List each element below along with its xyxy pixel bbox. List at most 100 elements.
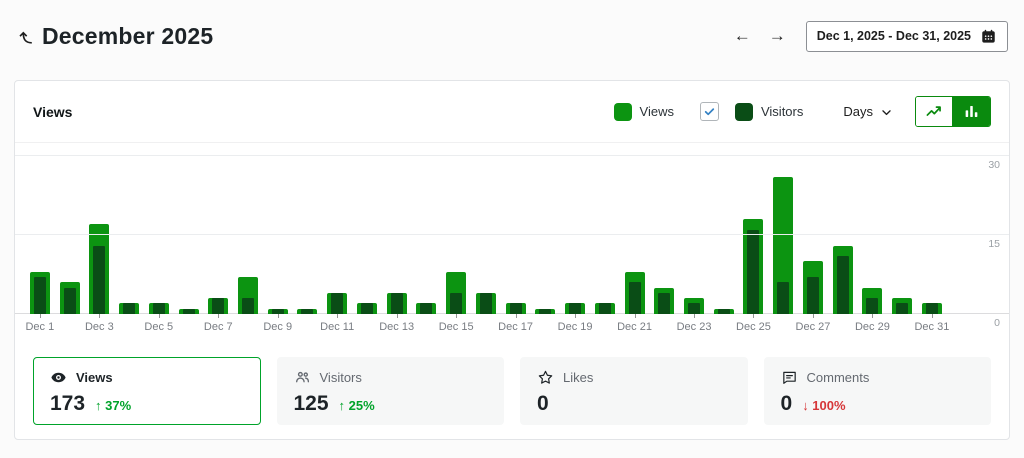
x-axis-slot (828, 314, 858, 340)
x-axis-label: Dec 27 (795, 321, 831, 333)
visitors-bar (569, 303, 582, 314)
x-axis-slot: Dec 27 (795, 314, 831, 340)
bar-group[interactable] (352, 143, 382, 314)
visitors-bar (688, 303, 701, 314)
summary-card-likes[interactable]: Likes 0 (520, 357, 748, 425)
bar-group[interactable] (620, 143, 650, 314)
bar-group[interactable] (144, 143, 174, 314)
bar-group[interactable] (293, 143, 323, 314)
next-period-button[interactable]: → (765, 24, 790, 48)
x-axis-slot (233, 314, 263, 340)
visitors-checkbox[interactable] (699, 102, 719, 121)
x-axis-slot (293, 314, 323, 340)
bar-chart-button[interactable] (953, 97, 990, 126)
summary-card-value: 0 (780, 392, 793, 415)
x-axis-slot: Dec 15 (438, 314, 474, 340)
visitors-bar (450, 292, 463, 314)
bar-group[interactable] (263, 143, 293, 314)
views-bar (773, 177, 794, 314)
bar-group[interactable] (590, 143, 620, 314)
chart-card-header: Views Views Visitors Days (15, 81, 1009, 143)
visitors-bar (509, 303, 522, 314)
bar-group[interactable] (768, 143, 798, 314)
visitors-bar (866, 298, 879, 314)
bar-group[interactable] (471, 143, 501, 314)
y-axis-label: 0 (994, 317, 1000, 329)
x-tick (99, 314, 101, 318)
x-axis-label: Dec 15 (438, 321, 474, 333)
x-tick (39, 314, 41, 318)
summary-card-label: Visitors (319, 370, 362, 385)
x-axis-slot: Dec 31 (914, 314, 950, 340)
visitors-bar (390, 292, 403, 314)
y-axis-label: 15 (988, 238, 1000, 250)
summary-card-value: 125 (293, 392, 329, 415)
visitors-bar (896, 303, 909, 314)
bar-group[interactable] (114, 143, 144, 314)
x-axis-label: Dec 31 (914, 321, 950, 333)
x-axis-slot: Dec 11 (320, 314, 354, 340)
back-arrow-icon[interactable] (16, 27, 36, 47)
bar-group[interactable] (501, 143, 531, 314)
visitors-bar (420, 303, 433, 314)
x-axis-slot: Dec 17 (498, 314, 534, 340)
bar-group[interactable] (441, 143, 471, 314)
x-axis-label: Dec 17 (498, 321, 534, 333)
x-axis-slot: Dec 29 (855, 314, 890, 340)
interval-select[interactable]: Days (843, 104, 893, 119)
bar-group[interactable] (174, 143, 204, 314)
prev-period-button[interactable]: ← (730, 24, 755, 48)
bars-container (25, 143, 947, 314)
bar-group[interactable] (412, 143, 442, 314)
summary-card-trend: ↓ 100% (802, 398, 846, 413)
bar-group[interactable] (233, 143, 263, 314)
bar-group[interactable] (917, 143, 947, 314)
bar-group[interactable] (649, 143, 679, 314)
bar-group[interactable] (84, 143, 114, 314)
x-axis-slot: Dec 13 (379, 314, 414, 340)
x-axis-slot: Dec 1 (25, 314, 55, 340)
summary-card-views[interactable]: Views 173 ↑ 37% (33, 357, 261, 425)
visitors-swatch (734, 102, 753, 121)
legend-views[interactable]: Views (613, 102, 674, 121)
bar-group[interactable] (560, 143, 590, 314)
x-axis-slot: Dec 21 (617, 314, 652, 340)
bar-group[interactable] (679, 143, 709, 314)
summary-card-label: Views (76, 370, 113, 385)
x-tick (812, 314, 814, 318)
bar-group[interactable] (858, 143, 888, 314)
header-right: ← → Dec 1, 2025 - Dec 31, 2025 (730, 20, 1008, 52)
summary-card-value: 0 (537, 392, 549, 415)
x-tick (575, 314, 577, 318)
bar-group[interactable] (798, 143, 828, 314)
people-icon (294, 369, 311, 386)
visitors-bar (123, 303, 136, 314)
x-axis-slot (174, 314, 204, 340)
x-tick (456, 314, 458, 318)
bar-group[interactable] (887, 143, 917, 314)
date-range-button[interactable]: Dec 1, 2025 - Dec 31, 2025 (805, 20, 1008, 52)
bar-group[interactable] (382, 143, 412, 314)
x-axis-label: Dec 21 (617, 321, 652, 333)
bar-group[interactable] (530, 143, 560, 314)
line-chart-button[interactable] (916, 97, 953, 126)
bar-group[interactable] (739, 143, 769, 314)
bar-group[interactable] (203, 143, 233, 314)
legend-visitors[interactable]: Visitors (699, 102, 803, 121)
summary-card-visitors[interactable]: Visitors 125 ↑ 25% (276, 357, 504, 425)
summary-card-trend: ↑ 25% (338, 398, 375, 413)
visitors-bar (242, 298, 254, 314)
visitors-bar (747, 229, 760, 314)
bar-group[interactable] (322, 143, 352, 314)
x-axis-slot: Dec 7 (203, 314, 233, 340)
visitors-bar (658, 292, 671, 314)
bar-group[interactable] (55, 143, 85, 314)
visitors-bar (182, 308, 195, 314)
x-axis-slot: Dec 23 (677, 314, 711, 340)
x-axis-label: Dec 5 (144, 321, 174, 333)
bar-group[interactable] (828, 143, 858, 314)
bar-group[interactable] (709, 143, 739, 314)
bar-group[interactable] (25, 143, 55, 314)
x-axis-label: Dec 19 (557, 321, 593, 333)
summary-card-comments[interactable]: Comments 0 ↓ 100% (763, 357, 991, 425)
